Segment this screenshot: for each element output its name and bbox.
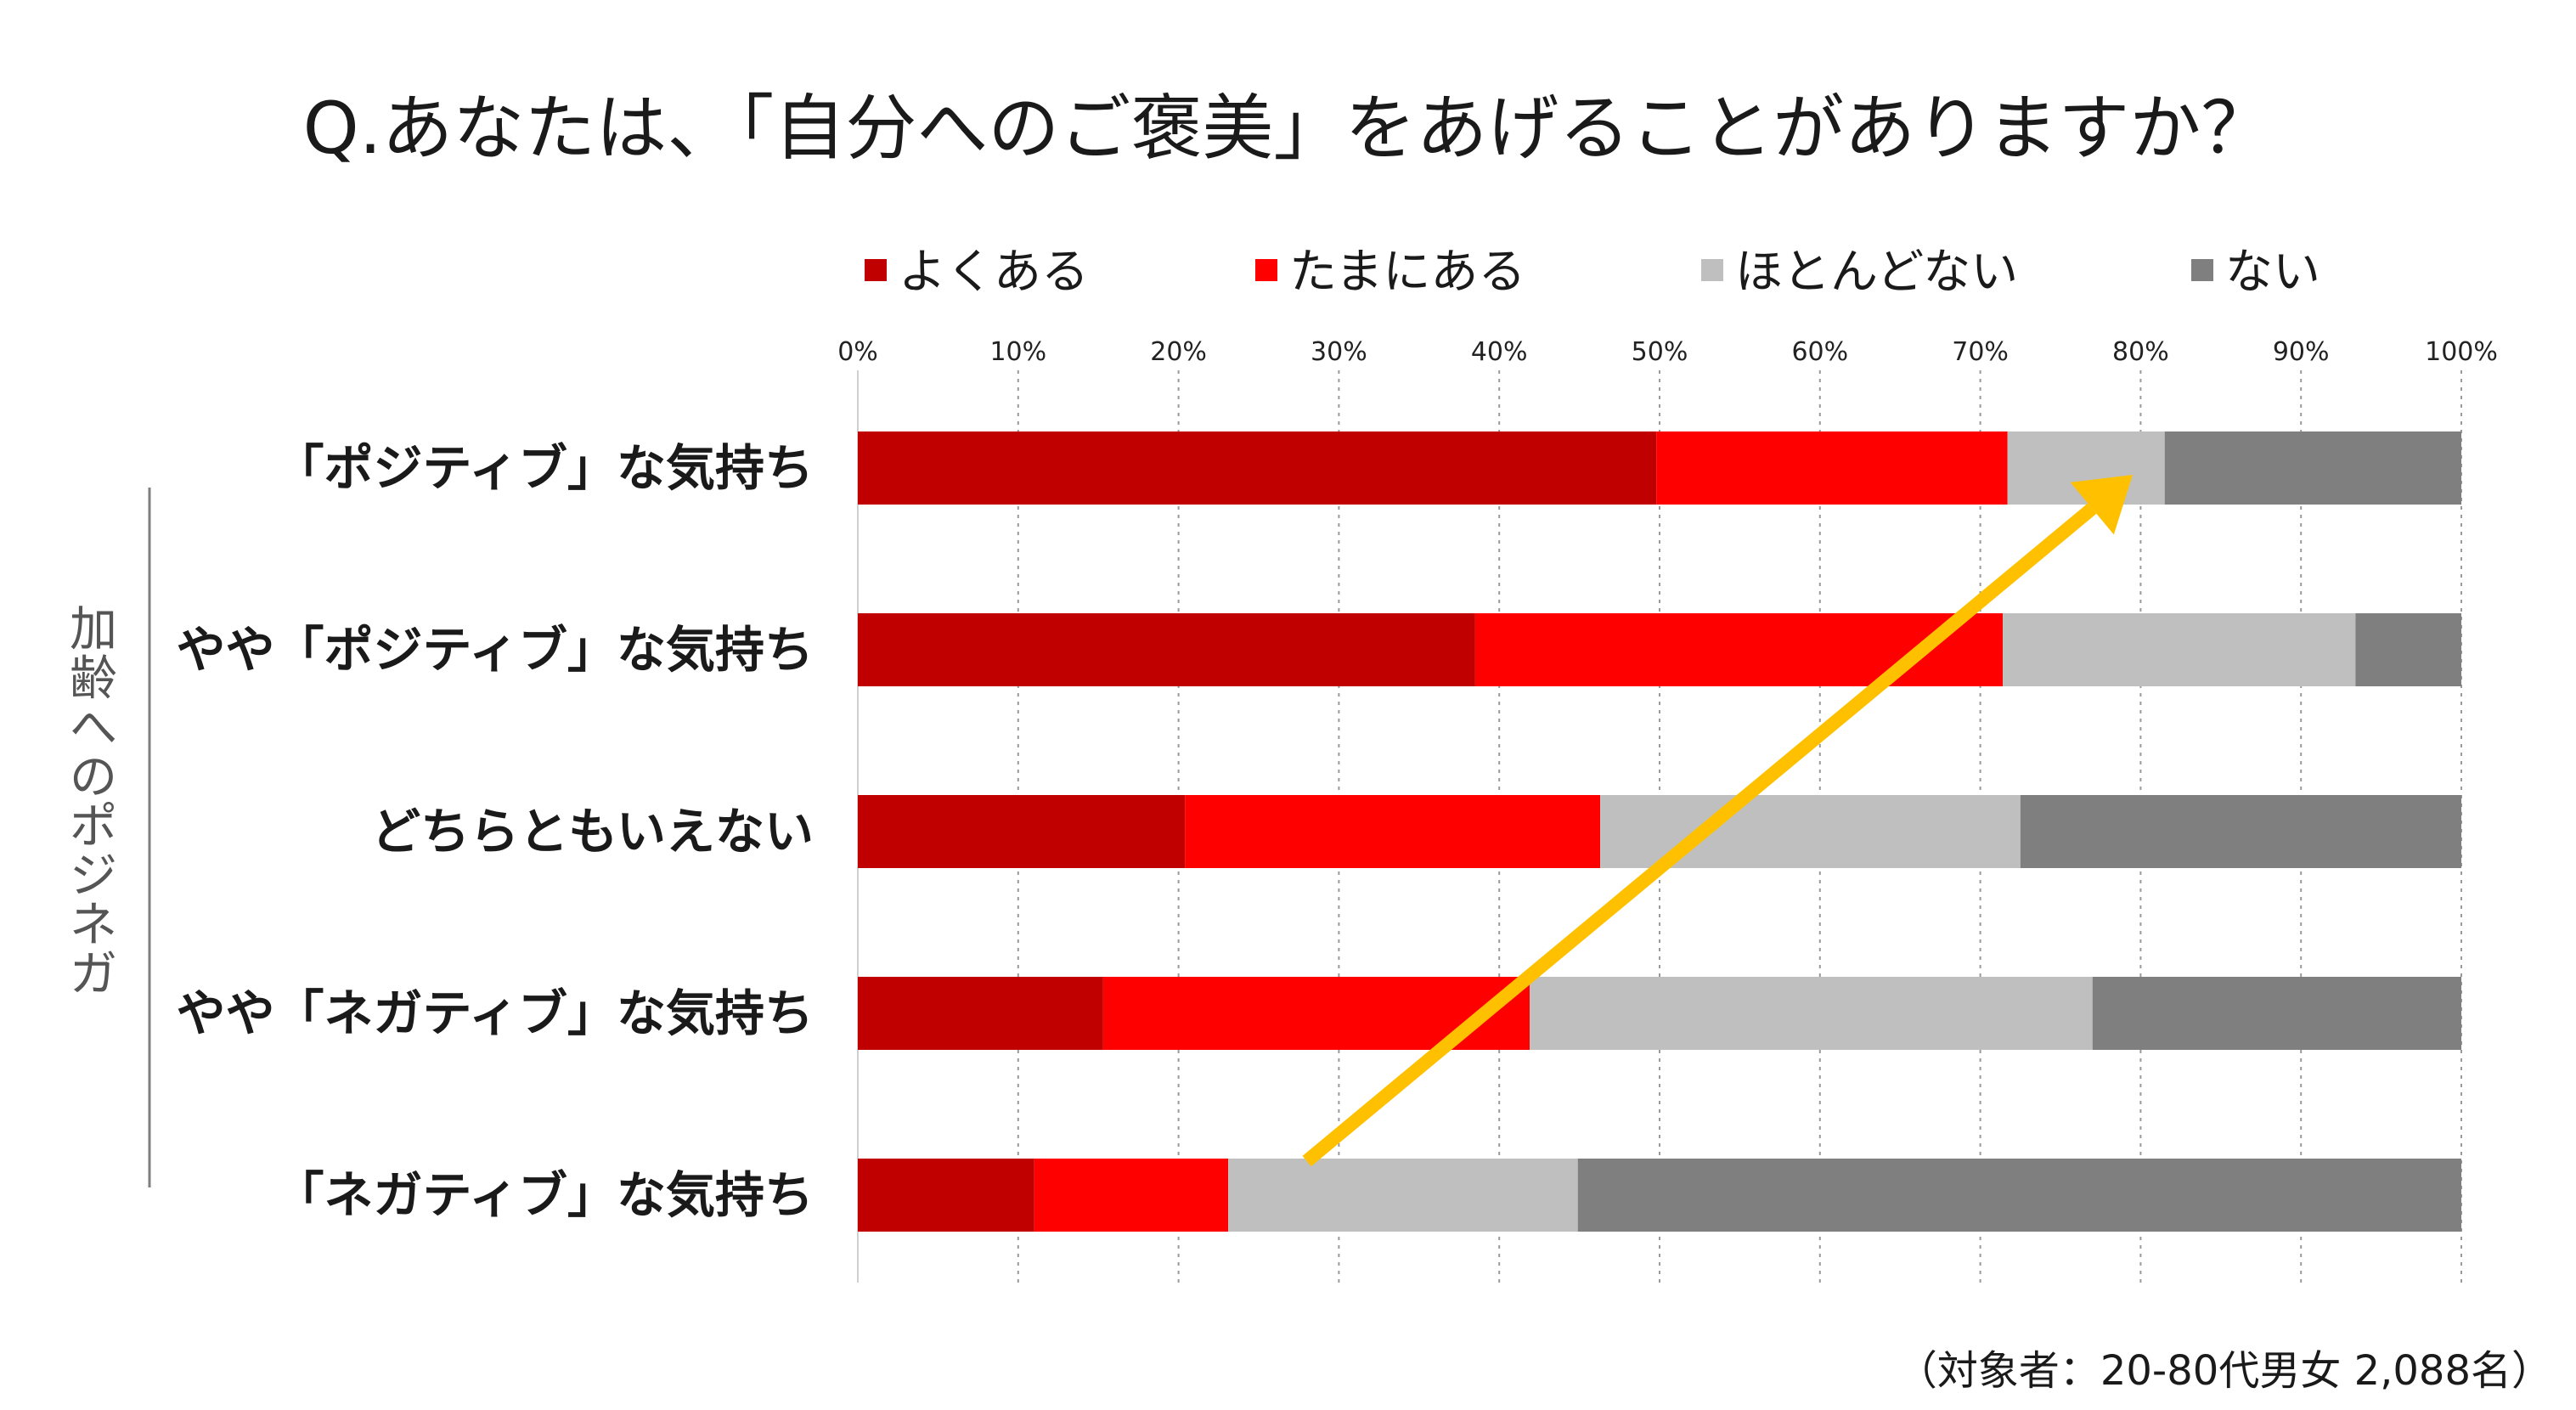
side-label-char-0: 加 — [70, 602, 117, 657]
bar-segment-2-3 — [2020, 795, 2461, 868]
x-tick-label-5: 50% — [1632, 337, 1688, 367]
legend-label-0: よくある — [899, 245, 1089, 300]
bar-segment-3-1 — [1102, 977, 1530, 1050]
legend-swatch-2 — [1701, 259, 1723, 281]
chart-title: Q.あなたは、「自分へのご褒美」をあげることがありますか？ — [303, 87, 2273, 170]
category-label-1: やや「ポジティブ」な気持ち — [176, 621, 814, 679]
side-label-char-7: ガ — [70, 947, 117, 1002]
side-label-char-2: へ — [70, 701, 117, 756]
legend-swatch-3 — [2191, 259, 2213, 281]
x-tick-label-1: 10% — [989, 337, 1046, 367]
bar-segment-4-1 — [1034, 1159, 1229, 1232]
bar-segment-3-0 — [858, 977, 1103, 1050]
category-labels: 「ポジティブ」な気持ちやや「ポジティブ」な気持ちどちらともいえないやや「ネガティ… — [176, 439, 814, 1224]
legend-label-1: たまにある — [1289, 245, 1525, 300]
category-label-3: やや「ネガティブ」な気持ち — [176, 984, 814, 1042]
bar-segment-4-0 — [858, 1159, 1034, 1232]
bar-segment-0-0 — [858, 431, 1657, 505]
x-tick-label-8: 80% — [2112, 337, 2169, 367]
side-label-char-5: ジ — [70, 849, 117, 904]
bar-segment-1-2 — [2003, 613, 2356, 686]
arrow-head — [2070, 475, 2133, 535]
x-tick-label-9: 90% — [2273, 337, 2330, 367]
side-label-char-6: ネ — [70, 898, 117, 953]
x-axis-ticks: 0% 10% 20% 30% 40% 50% 60% 70% 80% 90% 100% — [837, 337, 2498, 367]
legend-label-2: ほとんどない — [1735, 245, 2018, 300]
bar-segment-3-3 — [2092, 977, 2461, 1050]
x-tick-label-3: 30% — [1311, 337, 1367, 367]
bar-segment-2-0 — [858, 795, 1186, 868]
legend: よくある たまにある ほとんどない ない — [865, 245, 2320, 300]
bar-segment-1-0 — [858, 613, 1475, 686]
bar-segment-2-1 — [1185, 795, 1601, 868]
x-tick-label-6: 60% — [1791, 337, 1848, 367]
legend-label-3: ない — [2225, 245, 2320, 300]
x-tick-label-0: 0% — [837, 337, 878, 367]
legend-swatch-1 — [1255, 259, 1277, 281]
bar-segment-4-2 — [1228, 1159, 1578, 1232]
x-tick-label-10: 100% — [2425, 337, 2498, 367]
x-tick-label-2: 20% — [1150, 337, 1207, 367]
bar-segment-1-3 — [2355, 613, 2461, 686]
side-label-char-4: ポ — [70, 799, 117, 854]
arrow-shaft — [1302, 503, 2097, 1167]
side-label-char-1: 齢 — [70, 651, 117, 707]
bar-segment-0-1 — [1656, 431, 2008, 505]
trend-arrow — [1302, 475, 2133, 1167]
bar-segment-0-3 — [2164, 431, 2461, 505]
category-label-2: どちらともいえない — [371, 803, 814, 860]
bar-segment-4-3 — [1577, 1159, 2461, 1232]
bar-segment-3-2 — [1530, 977, 2093, 1050]
x-tick-label-4: 40% — [1471, 337, 1528, 367]
x-tick-label-7: 70% — [1952, 337, 2009, 367]
footnote: （対象者：20-80代男女 2,088名） — [1897, 1347, 2552, 1395]
legend-swatch-0 — [865, 259, 887, 281]
category-label-4: 「ネガティブ」な気持ち — [274, 1166, 814, 1224]
category-label-0: 「ポジティブ」な気持ち — [274, 439, 814, 497]
bars — [858, 431, 2461, 1232]
side-label-char-3: の — [70, 750, 117, 805]
